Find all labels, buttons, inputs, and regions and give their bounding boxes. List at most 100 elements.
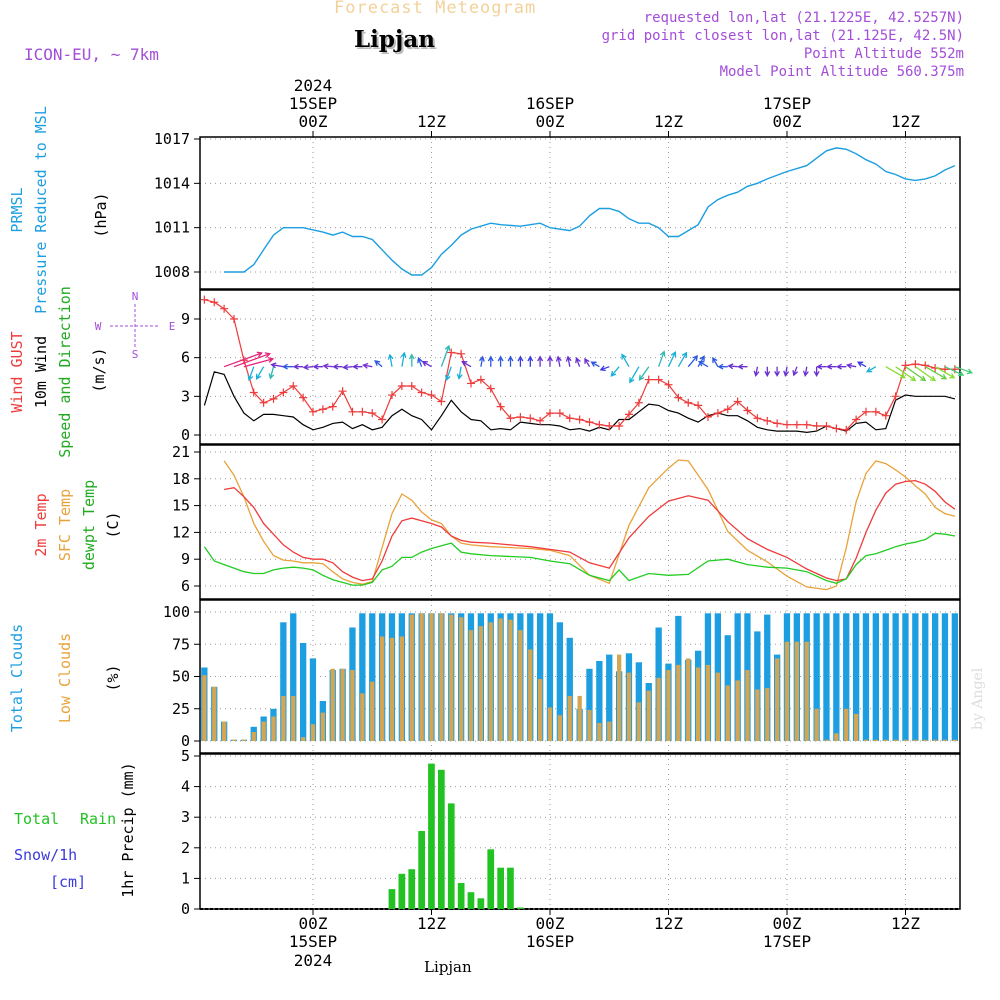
- x-tick-label-bottom: 12Z: [417, 914, 446, 933]
- low-cloud-bar: [370, 681, 375, 741]
- wind-direction-arrow: [845, 362, 857, 369]
- wind-direction-arrow: [802, 366, 809, 377]
- low-cloud-bar: [686, 658, 691, 741]
- x-tick-label-bottom: 00Z: [536, 914, 565, 933]
- gust-marker: [743, 406, 752, 415]
- total-cloud-bar: [882, 613, 889, 741]
- total-cloud-bar: [764, 614, 771, 741]
- low-cloud-bar: [330, 668, 335, 741]
- low-cloud-bar: [656, 677, 661, 741]
- panel-frame-wind: [199, 289, 961, 445]
- low-cloud-bar: [340, 668, 345, 741]
- wind-direction-arrow: [332, 363, 343, 370]
- wind-direction-arrow: [555, 355, 562, 367]
- gust-marker: [348, 407, 357, 416]
- gust-marker: [792, 420, 801, 429]
- total-cloud-bar: [932, 613, 939, 741]
- low-cloud-bar: [449, 614, 454, 741]
- low-cloud-bar: [903, 739, 908, 741]
- gust-marker: [220, 304, 229, 313]
- total-cloud-bar: [951, 613, 958, 741]
- rain-bar: [388, 889, 396, 909]
- total-cloud-bar: [892, 613, 899, 741]
- total-cloud-bar: [922, 613, 929, 741]
- y-tick-label: 1011: [154, 219, 190, 237]
- y-tick-label: 50: [172, 668, 190, 686]
- gust-marker: [397, 382, 406, 391]
- x-tick-label-bottom: 00Z: [773, 914, 802, 933]
- ylabel-pressure: (hPa): [92, 192, 110, 237]
- wind-direction-arrow: [270, 362, 284, 369]
- total-cloud-bar: [596, 661, 603, 741]
- wind-direction-arrow: [233, 352, 271, 368]
- rain-bar: [497, 867, 504, 909]
- gust-marker: [694, 401, 703, 410]
- gust-marker: [773, 419, 782, 428]
- wind-direction-arrow: [737, 363, 748, 370]
- low-cloud-bar: [251, 732, 256, 741]
- total-cloud-bar: [902, 613, 909, 741]
- y-tick-label: 3: [181, 808, 190, 826]
- ylabel-clouds: Low Clouds: [56, 633, 74, 723]
- wind-direction-arrow: [400, 351, 407, 367]
- total-cloud-bar: [586, 668, 593, 741]
- gust-marker: [249, 388, 258, 397]
- gust-marker: [299, 393, 308, 402]
- panel-frame-precip: [199, 753, 961, 910]
- y-tick-label: 1: [181, 869, 190, 887]
- requested-coords: requested lon,lat (21.1225E, 42.5257N): [643, 10, 964, 26]
- rain-legend-snow: Snow/1h: [14, 846, 78, 864]
- wind-direction-arrow: [638, 366, 650, 381]
- wind-direction-arrow: [792, 366, 799, 377]
- low-cloud-bar: [676, 664, 681, 741]
- total-cloud-bar: [754, 631, 761, 741]
- total-cloud-bar: [309, 658, 317, 741]
- y-tick-label: 100: [163, 603, 190, 621]
- wind-direction-arrow: [440, 344, 451, 367]
- low-cloud-bar: [646, 690, 651, 741]
- ylabel-clouds: Total Clouds: [8, 624, 26, 732]
- total-cloud-bar: [862, 613, 870, 741]
- low-cloud-bar: [360, 693, 365, 741]
- wind-direction-arrow: [857, 361, 867, 368]
- ylabel-wind: Speed and Direction: [56, 286, 74, 458]
- ylabel-wind: 10m Wind: [32, 336, 50, 408]
- panel-frame-pressure: [199, 136, 961, 290]
- gust-marker: [595, 420, 604, 429]
- x-date-label-bottom: 16SEP: [526, 932, 574, 951]
- y-tick-label: 18: [172, 470, 190, 488]
- wind-direction-arrow: [517, 355, 524, 367]
- total-cloud-bar: [833, 613, 840, 741]
- gust-marker: [763, 416, 772, 425]
- wind-direction-arrow: [417, 356, 423, 367]
- rain-bar: [477, 898, 485, 909]
- wind-direction-arrow: [677, 351, 688, 368]
- compass-n: N: [132, 290, 139, 303]
- total-cloud-bar: [369, 613, 376, 741]
- footer-station-name: Lipjan: [424, 958, 472, 976]
- wind-direction-arrow: [281, 363, 294, 370]
- panel-frame-temp: [199, 444, 961, 600]
- low-cloud-bar: [389, 637, 395, 741]
- low-cloud-bar: [923, 739, 928, 741]
- wind-direction-arrow: [247, 366, 255, 382]
- rain-bar: [418, 831, 425, 909]
- rain-bar: [438, 769, 445, 909]
- wind-direction-arrow: [223, 351, 263, 368]
- gust-marker: [723, 405, 732, 414]
- gust-marker: [565, 414, 574, 423]
- gust-marker: [644, 375, 653, 384]
- wind-direction-arrow: [629, 366, 640, 384]
- y-tick-label: 25: [172, 700, 190, 718]
- wind-direction-arrow: [764, 366, 771, 378]
- gust-marker: [447, 348, 456, 357]
- gust-marker: [783, 420, 791, 429]
- rain-bar: [487, 849, 495, 909]
- wind-direction-arrow: [322, 363, 333, 370]
- y-tick-label: 5: [181, 747, 190, 765]
- y-tick-label: 2: [181, 839, 190, 857]
- y-tick-label: 0: [181, 900, 190, 918]
- gust-marker: [546, 409, 554, 418]
- x-tick-label-top: 12Z: [417, 112, 446, 131]
- gust-marker: [378, 415, 387, 424]
